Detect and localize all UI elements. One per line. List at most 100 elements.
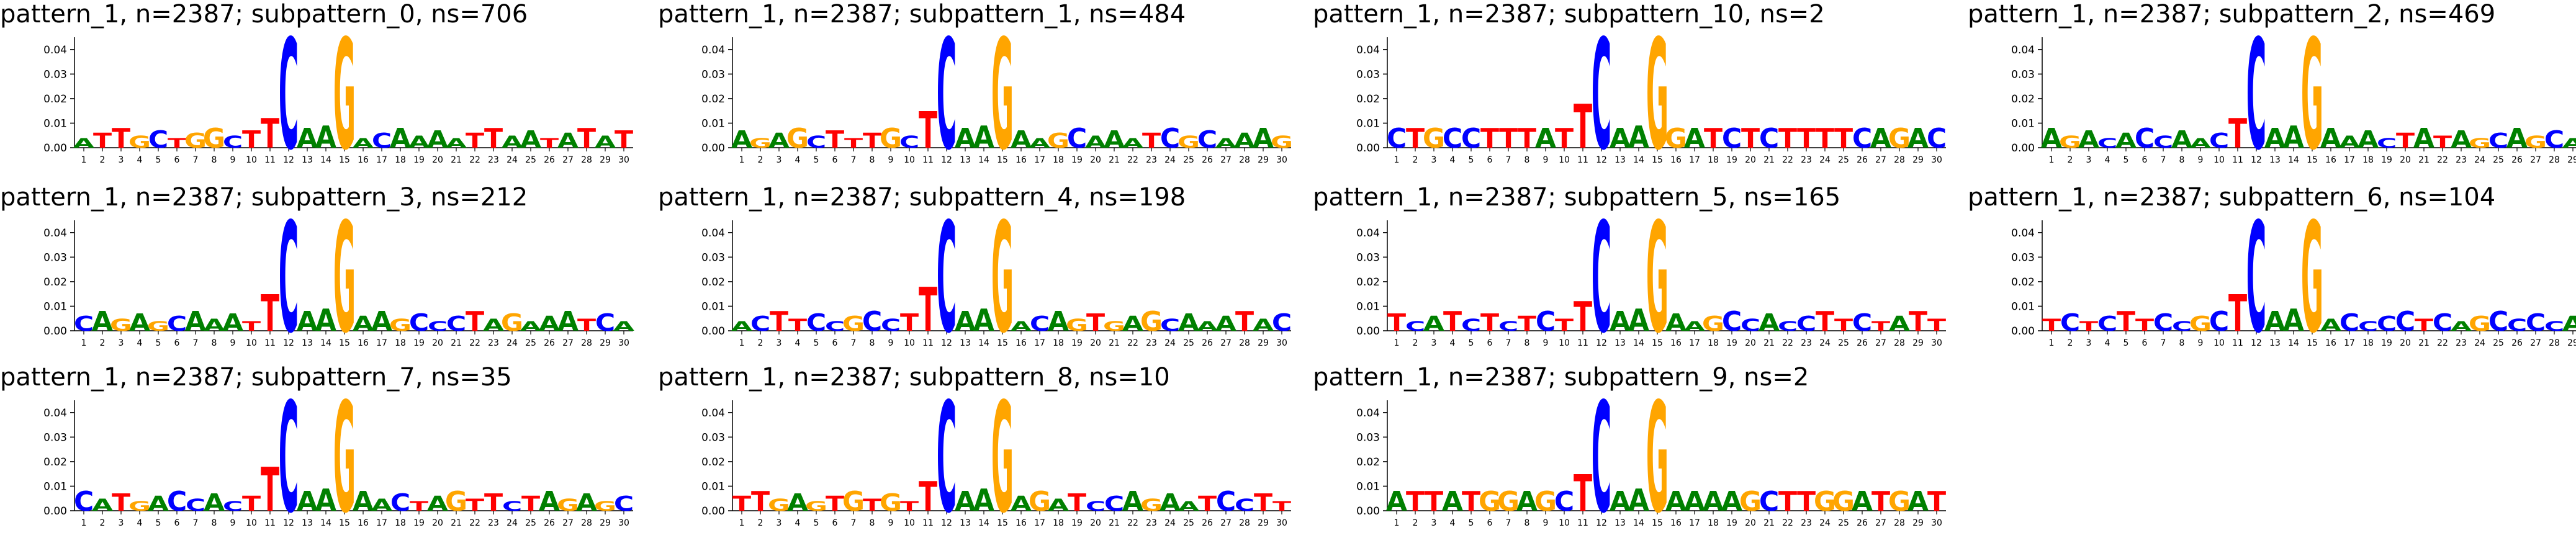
logo-letter-glyph: A [353,486,374,518]
logo-letter: G [1888,123,1911,155]
x-tick-label: 26 [2511,155,2523,165]
logo-letter: T [540,136,559,151]
x-tick-label: 4 [795,338,801,348]
x-tick-label: 18 [395,518,406,528]
logo-letter-glyph: A [1386,486,1407,518]
x-tick-label: 2 [758,338,763,348]
logo-letter-glyph: C [1272,309,1292,336]
logo-letter: T [466,130,485,153]
y-tick-label: 0.03 [43,431,67,444]
logo-letter-glyph: T [1574,294,1592,341]
logo-letter-glyph: A [2413,123,2434,155]
logo-letter-glyph: T [1272,499,1291,514]
x-tick-label: 2 [2068,155,2073,165]
logo-letter-glyph: G [333,31,356,177]
logo-letter: A [1610,306,1631,338]
x-tick-label: 4 [2105,338,2110,348]
logo-letter: C [862,306,882,338]
logo-letter-glyph: T [1406,486,1425,518]
x-tick-label: 18 [395,155,406,165]
logo-letter: A [502,132,523,152]
logo-letter-glyph: A [557,130,579,153]
logo-letter-glyph: C [1197,126,1217,153]
logo-letter: C [2135,123,2155,155]
logo-letter: A [2506,123,2528,155]
y-tick-label: 0.01 [1356,480,1380,493]
logo-letter: A [1907,123,1929,155]
x-tick-label: 8 [870,518,875,528]
logo-letter-glyph: A [787,489,808,516]
x-tick-label: 25 [1183,155,1194,165]
x-tick-label: 22 [1127,155,1138,165]
x-tick-label: 18 [1053,518,1064,528]
logo-letter-glyph: G [1888,123,1911,155]
logo-letter: C [825,319,845,334]
x-tick-label: 11 [2232,155,2243,165]
logo-letter-glyph: C [2135,123,2155,155]
logo-letter-glyph: G [501,309,523,336]
logo-letter-glyph: A [2562,313,2576,336]
x-tick-label: 24 [1819,518,1831,528]
logo-letter: A [148,493,169,516]
x-tick-label: 16 [1670,518,1682,528]
logo-letter-glyph: C [2526,309,2546,336]
panel-title: pattern_1, n=2387; subpattern_6, ns=104 [1968,183,2496,212]
x-tick-label: 21 [451,155,462,165]
logo-letter-glyph: T [2135,315,2154,335]
x-tick-label: 12 [941,338,952,348]
x-tick-label: 23 [1801,518,1812,528]
logo-letter: G [805,499,827,514]
logo-letter: T [466,495,484,515]
logo-letter: A [1665,309,1687,336]
logo-letter-glyph: T [1574,92,1592,162]
panel-title: pattern_1, n=2387; subpattern_1, ns=484 [658,0,1186,29]
logo-letter-glyph: G [2469,136,2491,151]
logo-letter: T [844,136,863,151]
x-tick-label: 3 [119,518,124,528]
x-tick-label: 11 [1577,518,1588,528]
logo-letter: C [1592,31,1611,177]
x-tick-label: 8 [2179,338,2185,348]
x-tick-label: 21 [1763,338,1775,348]
x-tick-label: 19 [1071,155,1083,165]
logo-letter-glyph: C [74,486,94,518]
x-tick-label: 15 [339,338,350,348]
logo-letter-glyph: C [1536,306,1556,338]
x-tick-label: 15 [339,518,350,528]
x-tick-label: 10 [2213,155,2225,165]
logo-letter: G [128,132,151,152]
x-tick-label: 12 [2251,155,2262,165]
x-tick-label: 14 [978,518,989,528]
logo-letter-glyph: G [1479,486,1501,518]
x-tick-label: 4 [137,518,143,528]
x-tick-label: 29 [1912,338,1924,348]
logo-letter-glyph: G [2189,313,2212,336]
logo-letter: A [973,483,994,518]
logo-letter: C [2172,319,2192,334]
logo-letter: A [731,319,752,334]
x-tick-label: 2 [100,338,106,348]
x-tick-label: 13 [2269,338,2281,348]
logo-letter: A [1442,486,1463,518]
logo-letter: C [186,495,205,515]
logo-letter-glyph: C [2395,306,2415,338]
x-tick-label: 16 [358,518,369,528]
logo-letter-glyph: A [1085,132,1107,152]
logo-letter: A [92,306,113,338]
x-tick-label: 30 [1276,518,1287,528]
logo-letter: T [1778,486,1797,518]
x-tick-label: 20 [432,338,443,348]
x-tick-label: 23 [488,518,499,528]
x-tick-label: 29 [1258,338,1269,348]
logo-letter: A [557,130,579,153]
logo-letter-glyph: A [1215,136,1236,151]
logo-letter-glyph: A [1684,486,1705,518]
logo-letter-glyph: C [2544,126,2564,153]
logo-letter-glyph: T [1816,123,1834,155]
panel-title: pattern_1, n=2387; subpattern_5, ns=165 [1313,183,1841,212]
y-tick-label: 0.00 [1356,505,1380,518]
logo-letter-glyph: G [333,214,356,360]
x-tick-label: 23 [2456,155,2467,165]
logo-letter-glyph: C [2060,309,2080,336]
y-tick-label: 0.01 [701,480,725,493]
